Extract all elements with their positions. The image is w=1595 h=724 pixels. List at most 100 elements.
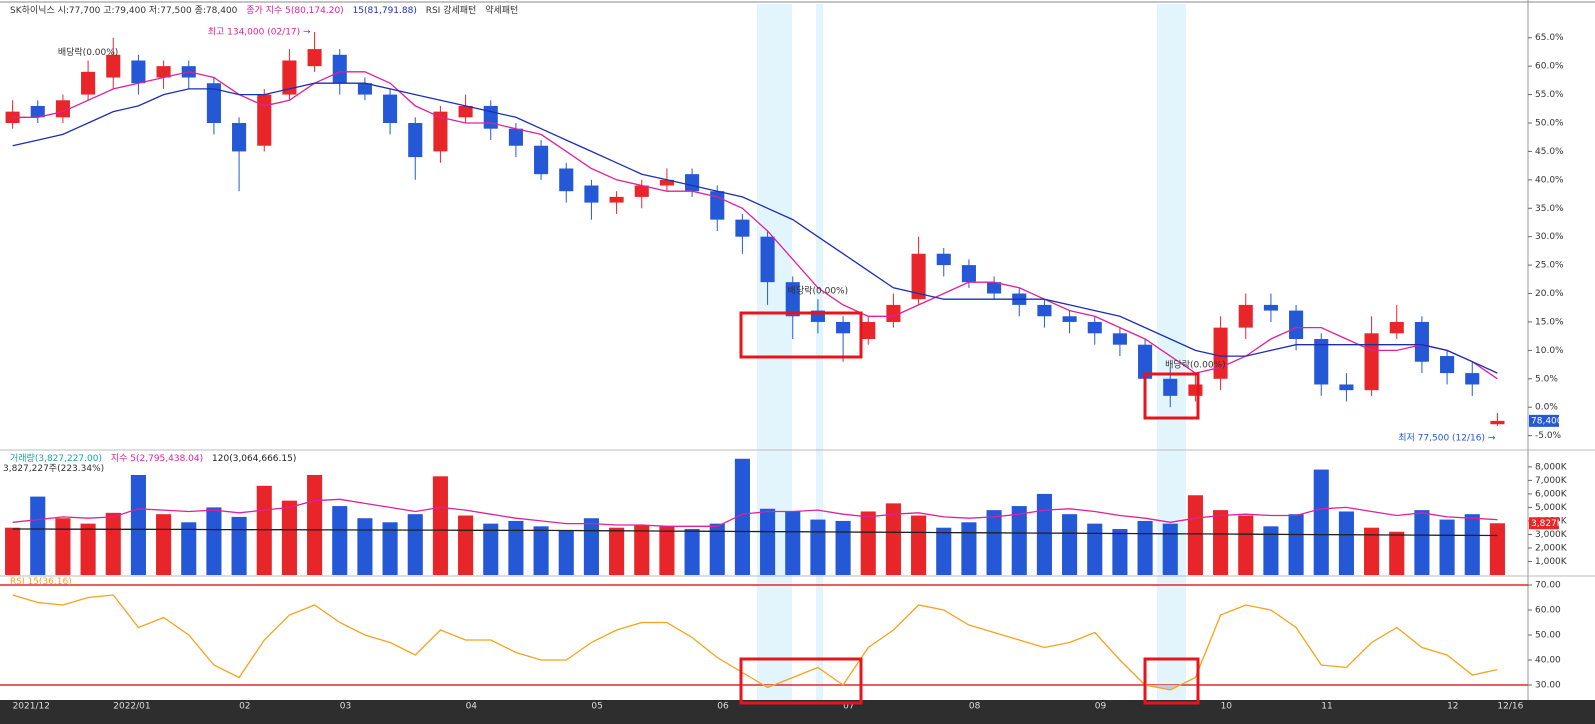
volume-bar — [432, 476, 448, 575]
x-tick-label: 10 — [1221, 702, 1233, 712]
candle-body — [30, 105, 45, 118]
candle-body — [559, 168, 574, 192]
candle-body — [1465, 373, 1480, 385]
candle-body — [1289, 310, 1304, 339]
legend-entry: 약세패턴 — [485, 6, 519, 16]
volume-bar — [256, 485, 272, 575]
volume-bar — [734, 458, 750, 575]
volume-header: 거래량(3,827,227.00) 지수 5(2,795,438.04) 120… — [10, 451, 302, 464]
candle-body — [810, 310, 825, 322]
candle-body — [1238, 304, 1253, 328]
candle-body — [685, 174, 700, 192]
volume-bar — [1439, 519, 1455, 575]
candle-body — [1062, 316, 1077, 322]
candle-body — [1263, 304, 1278, 311]
volume-bar — [55, 518, 71, 575]
candle-body — [106, 54, 121, 78]
volume-bar — [30, 496, 46, 575]
legend-entry: RSI 강세패턴 — [425, 6, 477, 16]
candle-body — [936, 253, 951, 266]
volume-bar — [382, 522, 398, 575]
volume-bar — [634, 524, 650, 575]
volume-bar — [1112, 529, 1128, 575]
x-tick-label: 12 — [1447, 702, 1458, 712]
y-tick-label: 0.0% — [1535, 403, 1558, 413]
candle-body — [1163, 378, 1178, 396]
volume-bar — [332, 506, 348, 575]
volume-tag-bg — [1529, 517, 1559, 530]
candle-body — [458, 105, 473, 118]
candle-body — [408, 123, 423, 158]
candle-body — [785, 282, 800, 317]
volume-bar — [307, 474, 323, 575]
candle-body — [257, 94, 272, 146]
candle-body — [1389, 321, 1404, 334]
y-tick-label: 2,000K — [1535, 543, 1568, 553]
volume-bar — [709, 523, 725, 575]
volume-bar — [105, 512, 121, 575]
candle-body — [282, 60, 297, 95]
volume-bar — [684, 529, 700, 575]
y-tick-label: 5.0% — [1535, 374, 1558, 384]
x-tick-label: 08 — [969, 702, 981, 712]
volume-bar — [1489, 523, 1505, 575]
candle-body — [1112, 333, 1127, 345]
candle-body — [332, 54, 347, 84]
y-tick-label: 65.0% — [1535, 33, 1564, 43]
candle-body — [861, 321, 876, 339]
high-annotation: 최고 134,000 (02/17) → — [208, 27, 311, 38]
candle-body — [1339, 384, 1354, 391]
candle-body — [659, 179, 674, 186]
y-tick-label: 45.0% — [1535, 147, 1564, 157]
volume-bar — [231, 516, 247, 575]
volume-bar — [860, 511, 876, 575]
candle-body — [156, 66, 171, 78]
candle-body — [357, 83, 372, 95]
rsi-header: RSI 15(36.16) — [10, 577, 78, 587]
volume-bar — [1464, 514, 1480, 575]
candle-body — [987, 282, 1002, 294]
y-tick-label: 3,000K — [1535, 530, 1568, 540]
candle-body — [1364, 333, 1379, 391]
volume-bar — [5, 527, 21, 575]
candle-body — [911, 253, 926, 300]
y-tick-label: 60.00 — [1535, 606, 1561, 616]
volume-bar — [1263, 526, 1279, 575]
candle-body — [634, 185, 649, 197]
volume-bar — [1213, 510, 1229, 575]
line — [12, 594, 1498, 691]
line — [12, 498, 1498, 527]
candle-body — [483, 105, 498, 129]
box — [1143, 372, 1200, 420]
volume-bar — [835, 520, 851, 575]
volume-bar — [508, 520, 524, 575]
legend-entry: RSI 15(36.16) — [10, 577, 72, 587]
volume-bar — [1364, 527, 1380, 575]
volume-bar — [1313, 469, 1329, 575]
volume-bar — [961, 522, 977, 575]
candle-body — [1314, 339, 1329, 385]
y-tick-label: 50.0% — [1535, 119, 1564, 129]
volume-bar — [1062, 514, 1078, 575]
signal-band — [1157, 4, 1186, 700]
x-tick-label: 06 — [717, 702, 729, 712]
y-tick-label: 7,000K — [1535, 476, 1568, 486]
y-tick-label: -5.0% — [1535, 431, 1562, 441]
volume-bar — [936, 527, 952, 575]
volume-bar — [483, 523, 499, 575]
box — [739, 657, 863, 705]
volume-bar — [911, 515, 927, 575]
volume-bar — [760, 508, 776, 575]
candle-body — [1414, 321, 1429, 362]
volume-bar — [156, 514, 172, 575]
x-tick-label: 03 — [340, 702, 351, 712]
volume-bar — [206, 507, 222, 575]
candle-body — [508, 128, 523, 146]
volume-bar — [1389, 531, 1405, 575]
y-tick-label: 40.00 — [1535, 656, 1561, 666]
volume-bar — [458, 515, 474, 575]
volume-bar — [609, 527, 625, 575]
volume-bar — [1162, 523, 1178, 575]
